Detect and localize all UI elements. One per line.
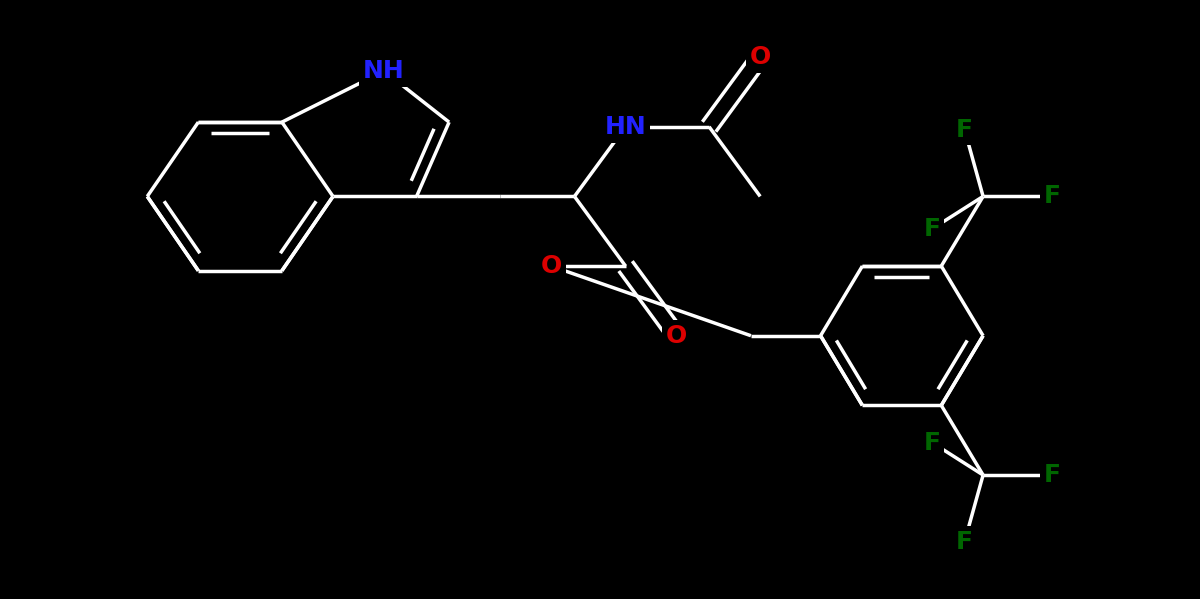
Text: F: F (1044, 184, 1061, 208)
Text: HN: HN (605, 115, 647, 139)
Text: O: O (666, 323, 688, 347)
Text: O: O (750, 45, 770, 69)
Text: O: O (541, 254, 562, 278)
Text: NH: NH (364, 59, 404, 83)
Text: F: F (1044, 463, 1061, 487)
Text: F: F (956, 117, 973, 141)
Text: F: F (924, 217, 941, 241)
Text: F: F (924, 431, 941, 455)
Text: F: F (956, 530, 973, 554)
